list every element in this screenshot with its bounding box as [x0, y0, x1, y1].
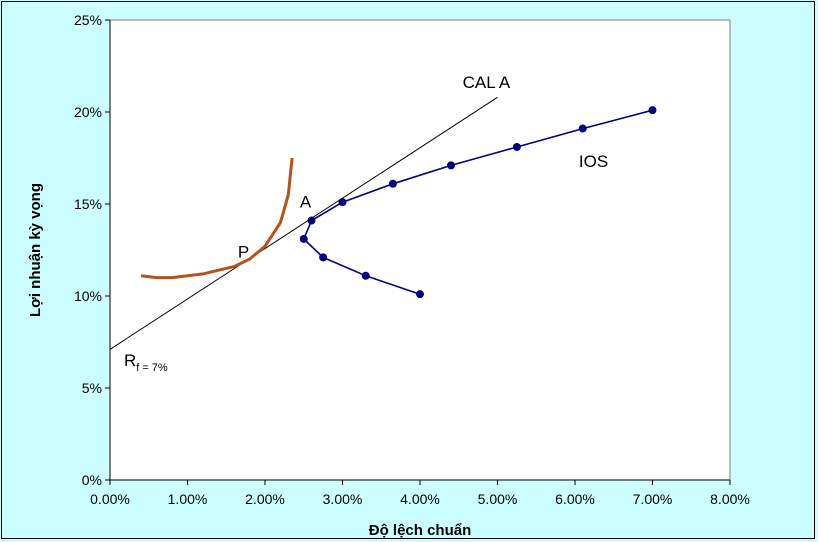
annotation-p: P: [238, 242, 249, 261]
ios-point: [578, 124, 587, 133]
x-tick-label: 5.00%: [478, 491, 518, 507]
annotation-layer: CAL A IOS A P: [238, 73, 608, 261]
ios-point: [319, 253, 328, 262]
x-tick-label: 7.00%: [633, 491, 673, 507]
annotation-ios: IOS: [579, 152, 608, 171]
ios-point: [361, 271, 370, 280]
utility-curve-line: [140, 157, 294, 280]
x-tick-label: 8.00%: [710, 491, 750, 507]
annotation-cal: CAL A: [463, 73, 511, 92]
annotation-a: A: [300, 193, 312, 212]
y-tick-label: 0%: [82, 472, 102, 488]
x-axis: 0.00% 1.00% 2.00% 3.00% 4.00% 5.00% 6.00% 7.00%…: [90, 480, 750, 507]
y-tick-label: 25%: [74, 12, 102, 28]
ios-point: [512, 142, 521, 151]
y-tick-label: 15%: [74, 196, 102, 212]
rf-label-main: R: [124, 351, 136, 370]
y-axis-title: Lợi nhuận kỳ vọng: [27, 183, 44, 317]
ios-point: [416, 290, 424, 299]
x-tick-label: 6.00%: [555, 491, 595, 507]
plot-area: [109, 19, 731, 481]
ios-point: [307, 216, 316, 225]
x-tick-label: 3.00%: [323, 491, 363, 507]
ios-point: [388, 179, 397, 188]
y-tick-label: 20%: [74, 104, 102, 120]
ios-point: [447, 161, 455, 170]
x-tick-label: 4.00%: [400, 491, 440, 507]
ios-point: [338, 198, 347, 207]
cal-a-line: [109, 96, 498, 350]
series-layer: [109, 96, 657, 350]
ios-point: [648, 106, 657, 115]
x-tick-label: 1.00%: [168, 491, 208, 507]
y-tick-label: 5%: [82, 380, 102, 396]
y-axis: 0% 5% 10% 15% 20% 25%: [74, 12, 110, 488]
x-axis-title: Độ lệch chuẩn: [369, 522, 472, 539]
rf-label-subscript: f = 7%: [136, 362, 168, 374]
y-tick-label: 10%: [74, 288, 102, 304]
rf-label: Rf = 7%: [124, 351, 168, 374]
x-tick-label: 0.00%: [90, 491, 130, 507]
ios-point: [299, 234, 308, 243]
x-tick-label: 2.00%: [245, 491, 285, 507]
